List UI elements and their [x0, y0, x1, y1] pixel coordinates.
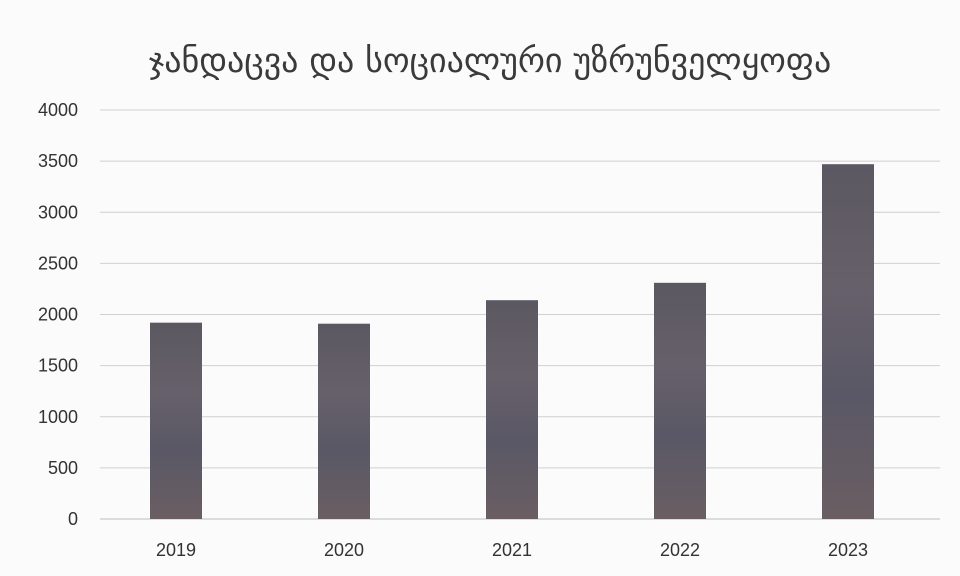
y-tick-label: 4000: [38, 100, 78, 120]
bar-2023: [822, 164, 874, 519]
bar-2021: [486, 300, 538, 519]
chart-title: ჯანდაცვა და სოციალური უზრუნველყოფა: [149, 41, 831, 81]
x-tick-label: 2023: [828, 540, 868, 560]
bar-2019: [150, 322, 202, 519]
y-tick-label: 2000: [38, 305, 78, 325]
x-tick-label: 2021: [492, 540, 532, 560]
x-tick-label: 2020: [324, 540, 364, 560]
y-tick-label: 500: [48, 458, 78, 478]
y-tick-label: 2500: [38, 253, 78, 273]
y-tick-label: 0: [68, 509, 78, 529]
y-tick-label: 1500: [38, 356, 78, 376]
x-tick-label: 2019: [156, 540, 196, 560]
y-axis: 0 500 1000 1500 2000 2500 3000 3500 4000: [38, 100, 78, 529]
bar-2020: [318, 323, 370, 519]
y-tick-label: 3000: [38, 202, 78, 222]
x-axis: 2019 2020 2021 2022 2023: [156, 540, 868, 560]
x-tick-label: 2022: [660, 540, 700, 560]
bar-2022: [654, 282, 706, 519]
y-tick-label: 1000: [38, 407, 78, 427]
bars: [150, 164, 874, 519]
y-tick-label: 3500: [38, 151, 78, 171]
